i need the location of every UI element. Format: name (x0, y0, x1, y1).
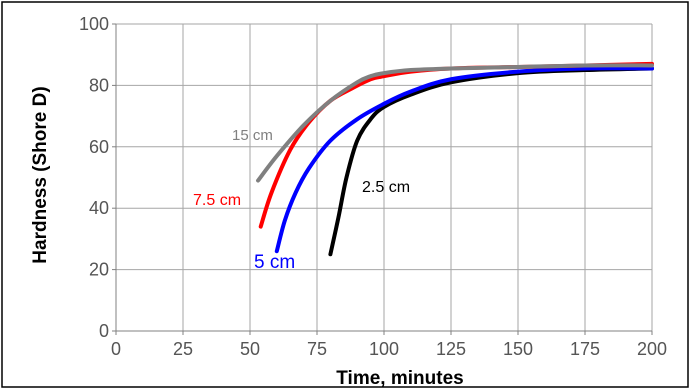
label-2-5-cm: 2.5 cm (362, 179, 410, 196)
x-tick-label: 200 (637, 339, 667, 359)
y-tick-label: 60 (89, 137, 109, 157)
x-tick-label: 150 (503, 339, 533, 359)
series-line-2-5-cm (328, 66, 654, 257)
label-5-cm: 5 cm (254, 252, 295, 273)
x-tick-label: 175 (570, 339, 600, 359)
x-tick-label: 125 (436, 339, 466, 359)
label-7-5-cm: 7.5 cm (193, 192, 241, 209)
y-tick-label: 40 (89, 198, 109, 218)
x-axis-title: Time, minutes (336, 368, 463, 389)
series-lines (256, 61, 654, 257)
x-tick-label: 75 (307, 339, 327, 359)
x-tick-label: 100 (369, 339, 399, 359)
x-tick-label: 25 (173, 339, 193, 359)
y-tick-label: 80 (89, 75, 109, 95)
series-annotations: 15 cm 7.5 cm 5 cm 2.5 cm (193, 127, 410, 273)
series-line-5-cm (274, 66, 654, 254)
tick-labels: 0 25 50 75 100 125 150 175 200 0 20 40 60 80 100 (79, 14, 667, 359)
y-axis-title: Hardness (Shore D) (30, 86, 51, 263)
series-line-15-cm (256, 63, 654, 183)
x-tick-label: 50 (240, 339, 260, 359)
series-line-7-5-cm (258, 61, 654, 229)
y-tick-label: 100 (79, 14, 109, 34)
y-tick-label: 20 (89, 260, 109, 280)
y-tick-label: 0 (99, 321, 109, 341)
x-tick-label: 0 (111, 339, 121, 359)
grid-lines (112, 23, 653, 335)
label-15-cm: 15 cm (232, 127, 273, 144)
